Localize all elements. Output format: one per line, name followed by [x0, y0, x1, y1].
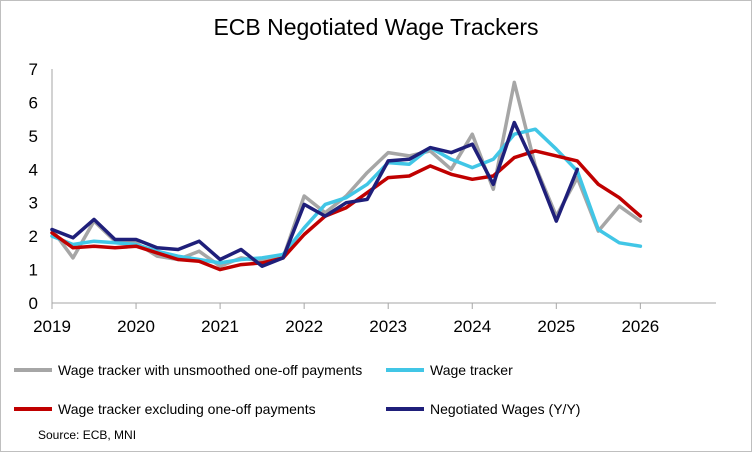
- legend-swatch-unsmoothed: [14, 368, 52, 372]
- chart-title: ECB Negotiated Wage Trackers: [213, 14, 539, 40]
- series-line-0: [50, 80, 643, 268]
- y-tick-label: 3: [29, 194, 38, 213]
- legend-swatch-wage-tracker: [386, 368, 424, 372]
- x-tick-label: 2021: [201, 317, 239, 336]
- legend-swatch-excluding-one-off: [14, 407, 52, 411]
- x-tick-label: 2025: [537, 317, 575, 336]
- legend-item-wage-tracker: Wage tracker: [386, 362, 513, 378]
- x-tick-label: 2026: [621, 317, 659, 336]
- x-tick-label: 2023: [369, 317, 407, 336]
- y-tick-label: 6: [29, 93, 38, 112]
- legend-label-negotiated-wages: Negotiated Wages (Y/Y): [430, 401, 581, 417]
- y-tick-label: 2: [29, 227, 38, 246]
- y-tick-label: 4: [29, 160, 38, 179]
- x-tick-label: 2020: [117, 317, 155, 336]
- x-tick-label: 2019: [33, 317, 71, 336]
- y-tick-label: 7: [29, 60, 38, 79]
- y-tick-label: 5: [29, 127, 38, 146]
- source-note: Source: ECB, MNI: [38, 428, 137, 442]
- x-tick-label: 2022: [285, 317, 323, 336]
- legend-item-excluding-one-off: Wage tracker excluding one-off payments: [14, 401, 316, 417]
- legend-swatch-negotiated-wages: [386, 407, 424, 411]
- legend-item-negotiated-wages: Negotiated Wages (Y/Y): [386, 401, 580, 417]
- legend-label-unsmoothed: Wage tracker with unsmoothed one-off pay…: [58, 362, 363, 378]
- series-line-2: [50, 149, 643, 272]
- series-line-3: [50, 120, 580, 268]
- legend-item-unsmoothed: Wage tracker with unsmoothed one-off pay…: [14, 362, 362, 378]
- y-tick-label: 1: [29, 261, 38, 280]
- legend-label-wage-tracker: Wage tracker: [430, 362, 513, 378]
- x-tick-label: 2024: [453, 317, 491, 336]
- y-tick-label: 0: [29, 294, 38, 313]
- legend-label-excluding-one-off: Wage tracker excluding one-off payments: [58, 401, 316, 417]
